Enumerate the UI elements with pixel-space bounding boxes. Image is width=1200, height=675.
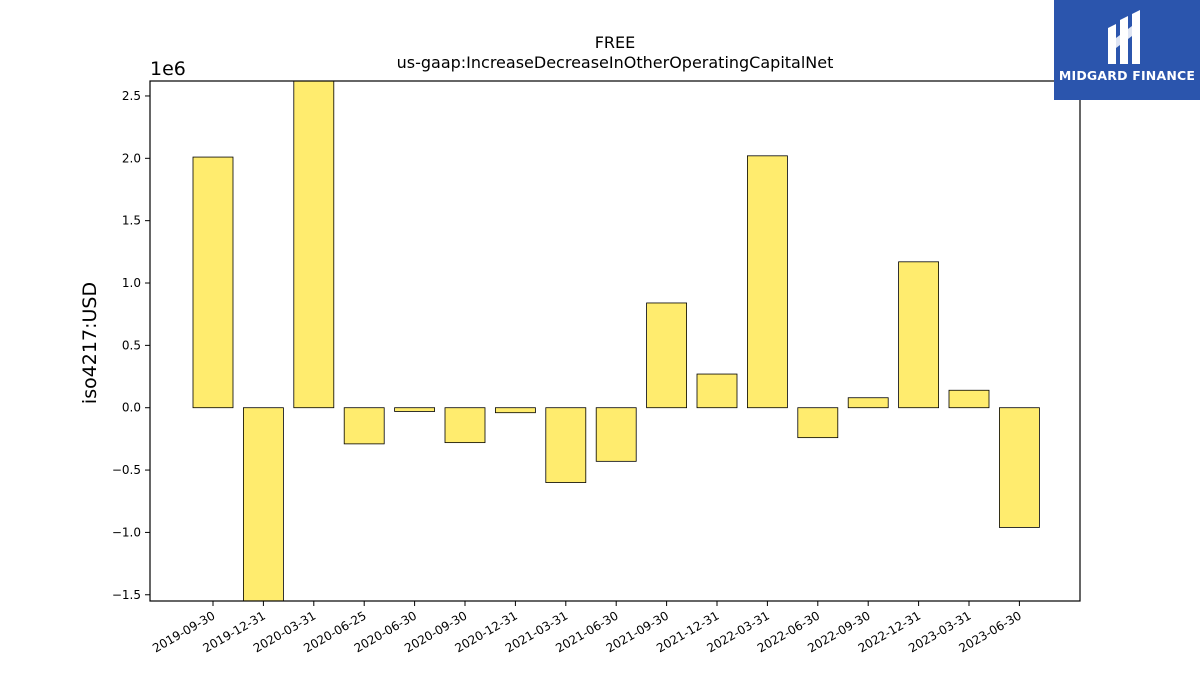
y-tick-label: −1.5: [112, 588, 141, 602]
bar-2021-06-30: [595, 407, 637, 462]
chart-subtitle: us-gaap:IncreaseDecreaseInOtherOperating…: [397, 53, 834, 72]
y-axis-multiplier: 1e6: [150, 58, 186, 80]
bar-2022-09-30: [847, 397, 889, 409]
y-tick-label: 1.5: [122, 214, 141, 228]
y-tick-label: 1.0: [122, 276, 141, 290]
bar-2022-06-30: [797, 407, 839, 439]
bar-2022-03-31: [747, 155, 788, 409]
y-axis: −1.5 −1.0 −0.5 0.0 0.5 1.0 1.5 2.0 2.5: [112, 89, 150, 602]
x-axis: 2019-09-302019-12-312020-03-312020-06-25…: [150, 601, 1024, 655]
y-axis-label: iso4217:USD: [79, 282, 101, 404]
midgard-finance-logo: MIDGARD FINANCE: [1054, 0, 1200, 100]
bar-2020-12-31: [494, 407, 536, 414]
y-tick-label: −1.0: [112, 525, 141, 539]
y-tick-label: 2.0: [122, 151, 141, 165]
y-tick-label: 2.5: [122, 89, 141, 103]
bar-2020-06-25: [343, 407, 385, 445]
bar-2021-09-30: [646, 302, 687, 409]
bar-2023-03-31: [948, 389, 990, 409]
y-tick-label: 0.0: [122, 401, 141, 415]
bar-2019-09-30: [192, 156, 234, 409]
logo-text: MIDGARD FINANCE: [1058, 68, 1196, 83]
midgard-m-icon: [1108, 10, 1140, 64]
bar-2020-09-30: [444, 407, 486, 444]
bar-2019-12-31: [242, 407, 284, 601]
bar-2023-06-30: [999, 407, 1040, 528]
plot-frame: [149, 80, 1081, 602]
bars-group: [192, 81, 1040, 601]
y-tick-label: 0.5: [122, 338, 141, 352]
bar-2021-03-31: [545, 407, 587, 483]
bar-2022-12-31: [898, 261, 939, 409]
bar-2021-12-31: [696, 373, 738, 409]
bar-2020-06-30: [394, 407, 436, 412]
bar-2020-03-31: [293, 81, 335, 409]
chart-title: FREE: [595, 33, 636, 52]
y-tick-label: −0.5: [112, 463, 141, 477]
